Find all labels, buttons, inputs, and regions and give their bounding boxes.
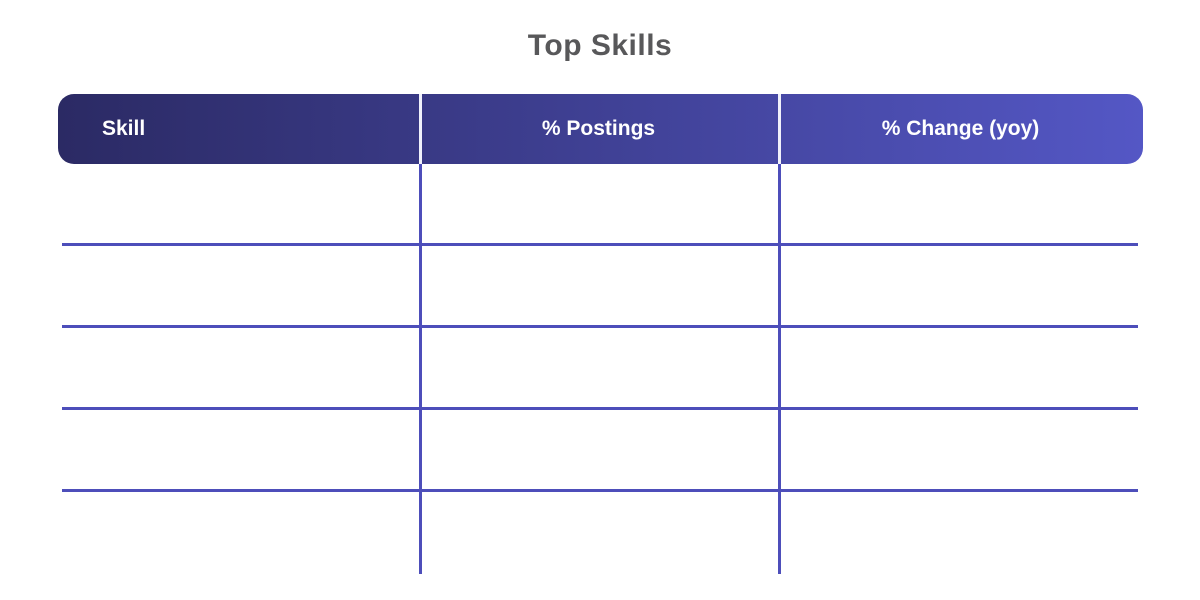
table-body [58, 164, 1143, 574]
table-cell [419, 246, 778, 325]
table-cell [778, 164, 1138, 243]
table-cell [419, 410, 778, 489]
table-row [62, 246, 1138, 328]
body-column-divider-2 [778, 164, 781, 574]
table-cell [62, 328, 419, 407]
table-header-row: Skill % Postings % Change (yoy) [58, 94, 1143, 164]
table-cell [778, 328, 1138, 407]
table-row [62, 410, 1138, 492]
column-header-change-yoy: % Change (yoy) [881, 117, 1040, 140]
page-title: Top Skills [527, 29, 673, 62]
table-cell [419, 492, 778, 574]
header-column-divider-2 [778, 94, 781, 164]
header-column-divider-1 [419, 94, 422, 164]
body-column-divider-1 [419, 164, 422, 574]
table-cell [62, 246, 419, 325]
table-cell [778, 410, 1138, 489]
table-cell [778, 492, 1138, 574]
table-row [62, 328, 1138, 410]
table-cell [778, 246, 1138, 325]
top-skills-table: Skill % Postings % Change (yoy) [58, 94, 1143, 574]
table-row [62, 164, 1138, 246]
column-header-skill: Skill [102, 117, 146, 140]
column-header-postings: % Postings [541, 117, 656, 140]
table-cell [62, 164, 419, 243]
table-cell [62, 410, 419, 489]
table-cell [62, 492, 419, 574]
table-row [62, 492, 1138, 574]
table-cell [419, 164, 778, 243]
table-cell [419, 328, 778, 407]
